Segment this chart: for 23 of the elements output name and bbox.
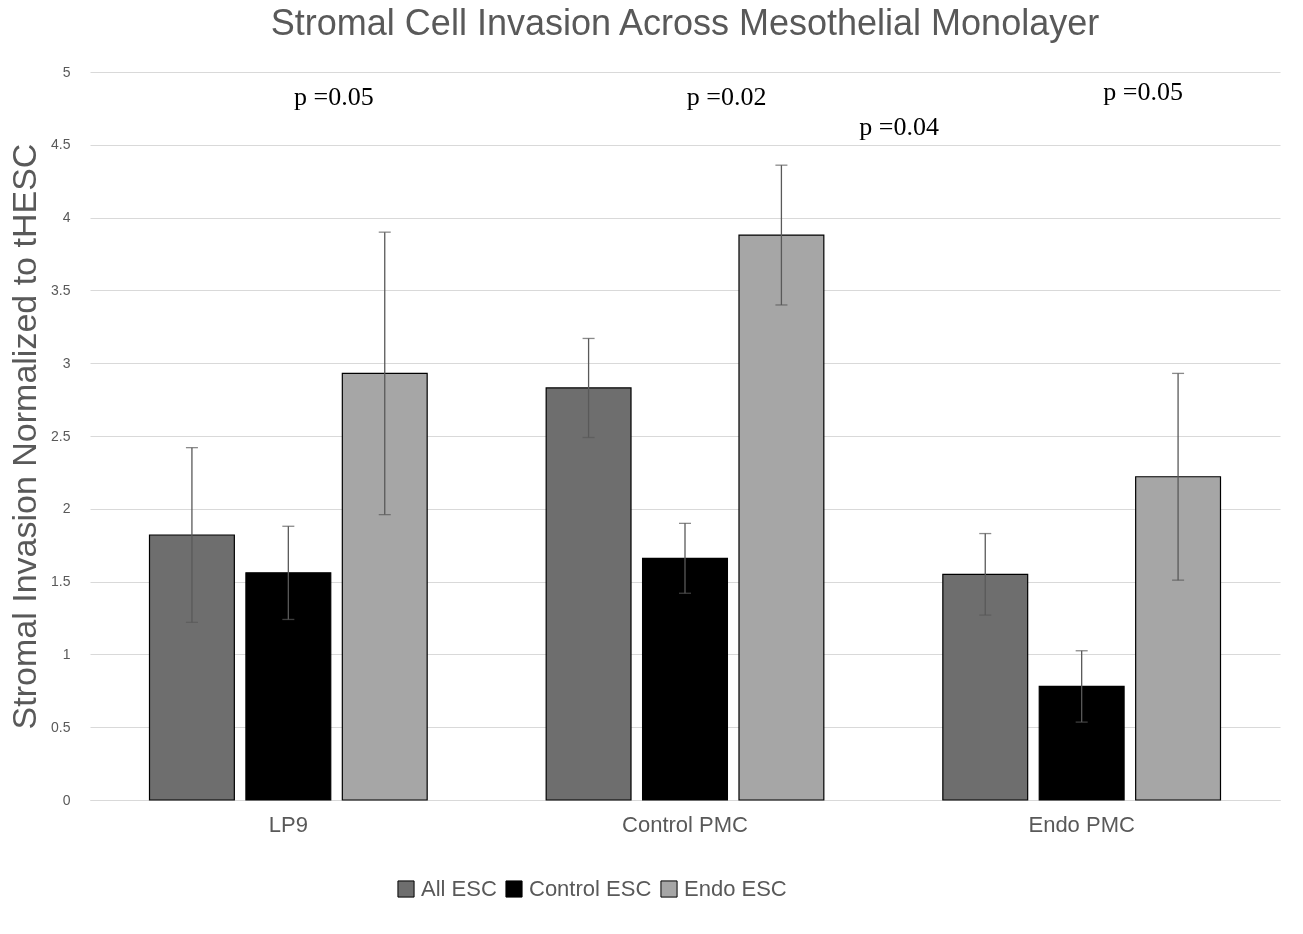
y-tick-label: 2	[62, 500, 71, 517]
annotation: p =0.05	[294, 82, 374, 112]
y-tick-label: 1	[62, 645, 71, 662]
legend-label: All ESC	[421, 876, 497, 901]
y-tick-label: 3.5	[51, 281, 71, 298]
x-tick-label: Endo PMC	[1028, 811, 1135, 837]
x-tick-label: Control PMC	[622, 811, 749, 837]
chart-title: Stromal Cell Invasion Across Mesothelial Monolayer	[270, 2, 1100, 43]
annotation: p =0.05	[1103, 77, 1183, 107]
y-tick-label: 4	[62, 209, 71, 226]
x-tick-label: LP9	[268, 811, 308, 837]
annotation: p =0.02	[686, 82, 767, 112]
y-tick-label: 1.5	[51, 573, 71, 590]
legend-label: Endo ESC	[684, 876, 787, 901]
y-tick-label: 2.5	[51, 427, 71, 444]
legend-label: Control ESC	[529, 876, 652, 901]
y-tick-label: 0.5	[51, 718, 71, 735]
y-tick-label: 3	[62, 354, 71, 371]
annotation: p =0.04	[859, 111, 940, 141]
y-tick-label: 4.5	[51, 136, 71, 153]
y-tick-label: 0	[62, 791, 71, 808]
y-axis-title: Stromal Invasion Normalized to tHESC	[5, 143, 44, 730]
y-tick-label: 5	[62, 63, 71, 80]
